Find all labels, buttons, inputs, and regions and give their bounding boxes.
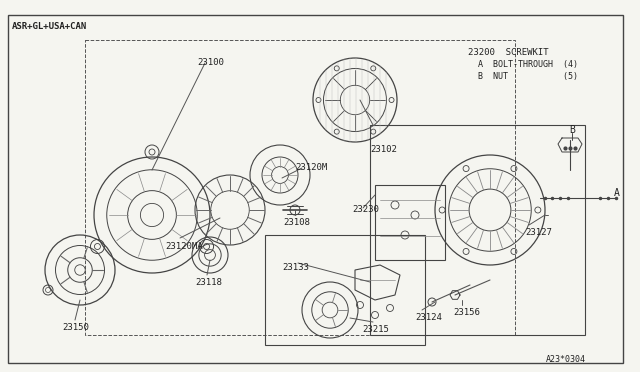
Text: A23*0304: A23*0304 [546, 355, 586, 364]
Text: 23133: 23133 [282, 263, 309, 272]
Bar [265, 235, 425, 345]
Text: 23120M: 23120M [295, 163, 327, 172]
Text: 23108: 23108 [283, 218, 310, 227]
Text: 23102: 23102 [370, 145, 397, 154]
Text: A  BOLT-THROUGH  (4): A BOLT-THROUGH (4) [478, 60, 578, 69]
Text: 23118: 23118 [195, 278, 222, 287]
Bar [370, 125, 585, 335]
Bar [85, 40, 515, 335]
Text: 23215: 23215 [362, 325, 389, 334]
Text: ASR+GL+USA+CAN: ASR+GL+USA+CAN [12, 22, 87, 31]
Text: 23150: 23150 [62, 323, 89, 332]
Text: 23200  SCREWKIT: 23200 SCREWKIT [468, 48, 548, 57]
Text: A: A [614, 188, 620, 198]
Text: 23124: 23124 [415, 313, 442, 322]
Text: 23127: 23127 [525, 228, 552, 237]
Text: B: B [569, 125, 575, 135]
Text: 23120MA: 23120MA [165, 242, 203, 251]
Text: B  NUT           (5): B NUT (5) [478, 72, 578, 81]
Text: 23156: 23156 [453, 308, 480, 317]
Text: 23100: 23100 [197, 58, 224, 67]
Bar [375, 185, 445, 260]
Text: 23230: 23230 [352, 205, 379, 214]
